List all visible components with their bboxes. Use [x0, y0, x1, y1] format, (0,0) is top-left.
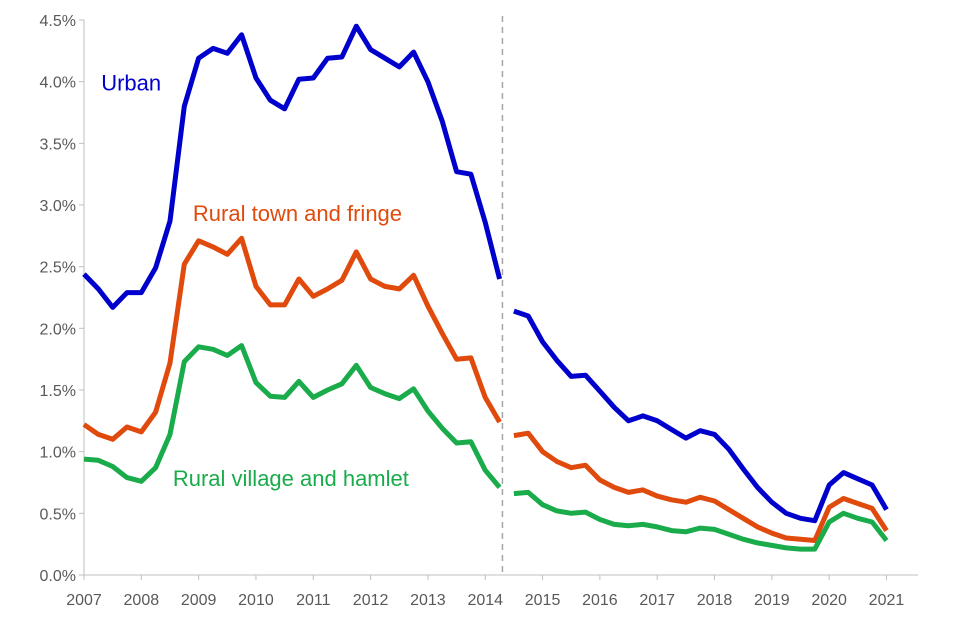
- series-line-urban-segment-1: [82, 23, 503, 310]
- x-tick-label: 2012: [353, 592, 389, 609]
- y-tick-label: 0.0%: [40, 568, 76, 585]
- y-tick-label: 1.0%: [40, 445, 76, 462]
- series-line-rural-town-and-fringe-segment-1: [82, 235, 502, 442]
- series-labels: Urban Rural town and fringe Rural village …: [101, 70, 409, 491]
- y-tick-label: 2.0%: [40, 321, 76, 338]
- y-tick-label: 0.5%: [40, 506, 76, 523]
- x-tick-label: 2020: [811, 592, 847, 609]
- series-line-rural-village-and-hamlet-segment-1: [83, 343, 502, 490]
- x-tick-label: 2009: [181, 592, 217, 609]
- series-line-rural-village-and-hamlet-segment-2: [513, 489, 889, 552]
- y-tick-label: 4.5%: [40, 13, 76, 30]
- x-tick-label: 2013: [410, 592, 446, 609]
- y-tick-label: 1.5%: [40, 383, 76, 400]
- x-tick-label: 2019: [754, 592, 790, 609]
- x-tick-label: 2011: [296, 592, 331, 609]
- x-tick-label: 2016: [582, 592, 618, 609]
- x-tick-label: 2021: [869, 592, 905, 609]
- series-label: Urban: [101, 70, 161, 95]
- y-tick-label: 2.5%: [40, 260, 76, 277]
- x-tick-label: 2014: [467, 592, 503, 609]
- axes: 0.0% 0.5% 1.0% 1.5% 2.0% 2.5% 3.0% 3.5% 4.0% 4.5%…: [40, 13, 918, 609]
- x-tick-label: 2018: [697, 592, 733, 609]
- y-tick-label: 3.0%: [40, 198, 76, 215]
- series-lines: [82, 23, 889, 552]
- y-tick-label: 3.5%: [40, 136, 76, 153]
- x-tick-label: 2017: [639, 592, 675, 609]
- x-tick-label: 2015: [525, 592, 561, 609]
- series-label: Rural town and fringe: [193, 201, 402, 226]
- y-tick-label: 4.0%: [40, 75, 76, 92]
- x-tick-label: 2007: [66, 592, 102, 609]
- series-line-rural-town-and-fringe-segment-2: [513, 430, 889, 543]
- series-label: Rural village and hamlet: [173, 466, 409, 491]
- x-tick-label: 2008: [124, 592, 160, 609]
- x-tick-label: 2010: [238, 592, 274, 609]
- series-line-urban-segment-2: [513, 308, 889, 524]
